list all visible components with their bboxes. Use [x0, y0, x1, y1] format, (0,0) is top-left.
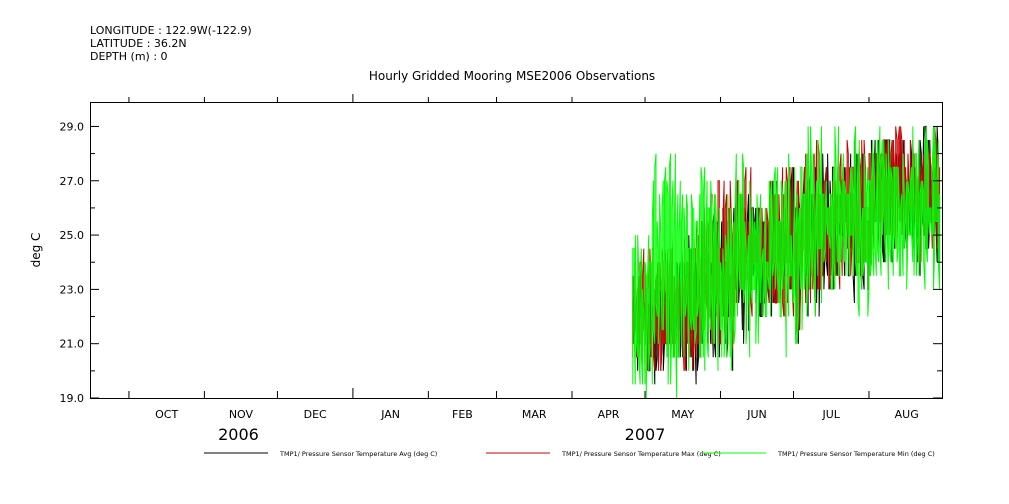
y-tick-label: 23.0	[60, 283, 85, 296]
y-tick-label: 21.0	[60, 338, 85, 351]
legend-label: TMP1/ Pressure Sensor Temperature Max (d…	[561, 450, 721, 458]
y-tick-label: 19.0	[60, 392, 85, 405]
x-tick-label: MAY	[671, 408, 694, 421]
x-tick-label: JAN	[380, 408, 400, 421]
x-tick-label: NOV	[229, 408, 254, 421]
x-tick-label: DEC	[304, 408, 327, 421]
x-tick-label: AUG	[895, 408, 919, 421]
x-tick-label: JUL	[822, 408, 841, 421]
year-label: 2006	[218, 425, 259, 444]
year-label: 2007	[625, 425, 666, 444]
chart-title: Hourly Gridded Mooring MSE2006 Observati…	[369, 69, 655, 83]
data-traces	[632, 125, 941, 399]
y-tick-label: 27.0	[60, 175, 85, 188]
x-tick-label: APR	[598, 408, 620, 421]
x-tick-label: OCT	[155, 408, 178, 421]
x-tick-label: JUN	[746, 408, 767, 421]
depth-label: DEPTH (m) : 0	[90, 50, 168, 63]
x-tick-label: FEB	[452, 408, 473, 421]
longitude-label: LONGITUDE : 122.9W(-122.9)	[90, 24, 252, 37]
legend-label: TMP1/ Pressure Sensor Temperature Avg (d…	[279, 450, 437, 458]
x-tick-label: MAR	[522, 408, 547, 421]
axes: 19.0 21.0 23.0 25.0 27.0 29.0 OCT NOV DEC JAN FEB M…	[60, 94, 942, 444]
y-tick-label: 25.0	[60, 229, 85, 242]
series-line	[632, 126, 941, 399]
y-tick-label: 29.0	[60, 120, 85, 133]
legend-label: TMP1/ Pressure Sensor Temperature Min (d…	[777, 450, 935, 458]
y-axis-label: deg C	[29, 233, 43, 268]
latitude-label: LATITUDE : 36.2N	[90, 37, 187, 50]
plot-frame	[90, 102, 943, 399]
legend: TMP1/ Pressure Sensor Temperature Avg (d…	[204, 450, 935, 458]
